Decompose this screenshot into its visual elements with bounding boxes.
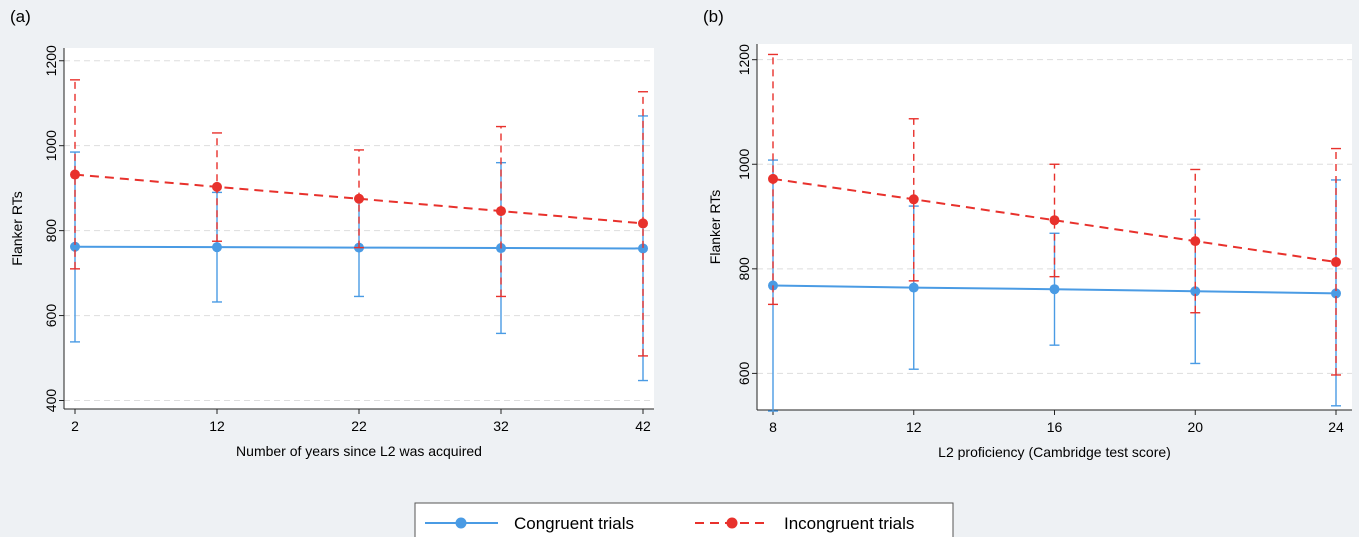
y-axis-title: Flanker RTs <box>9 191 25 265</box>
legend-label-congruent: Congruent trials <box>514 514 634 533</box>
y-tick-label: 1200 <box>736 44 752 75</box>
data-point <box>354 193 364 204</box>
data-point <box>212 181 222 192</box>
x-tick-label: 16 <box>1047 419 1063 435</box>
y-tick-label: 600 <box>43 304 59 328</box>
y-tick-label: 600 <box>736 362 752 386</box>
legend-item-congruent: Congruent trials <box>425 514 634 533</box>
x-axis-title: L2 proficiency (Cambridge test score) <box>938 444 1171 460</box>
x-tick-label: 8 <box>769 419 777 435</box>
legend-marker-incongruent <box>726 517 738 529</box>
panel-label: (a) <box>10 7 31 26</box>
legend-box <box>414 502 954 537</box>
series-incongruent <box>768 53 1341 376</box>
data-point <box>70 241 80 252</box>
y-tick-label: 400 <box>43 389 59 413</box>
data-point <box>1190 286 1201 297</box>
data-point <box>1331 288 1341 299</box>
y-axis-title: Flanker RTs <box>707 190 723 264</box>
x-tick-label: 12 <box>906 419 922 435</box>
x-tick-label: 24 <box>1328 419 1344 435</box>
x-tick-label: 32 <box>493 418 509 434</box>
data-point <box>212 242 222 253</box>
y-tick-label: 1000 <box>736 148 752 179</box>
data-point <box>1049 284 1060 295</box>
x-tick-label: 22 <box>351 418 367 434</box>
x-tick-label: 20 <box>1187 419 1203 435</box>
x-tick-label: 12 <box>209 418 225 434</box>
series-incongruent <box>70 79 648 357</box>
x-tick-label: 2 <box>71 418 79 434</box>
legend: Congruent trials Incongruent trials <box>414 502 954 537</box>
legend-marker-congruent <box>455 517 467 529</box>
y-tick-label: 1200 <box>43 45 59 76</box>
data-point <box>638 243 648 254</box>
legend-label-incongruent: Incongruent trials <box>784 514 914 533</box>
data-point <box>496 206 506 217</box>
y-tick-label: 800 <box>736 257 752 281</box>
panel-label: (b) <box>703 7 724 26</box>
data-point <box>638 218 648 229</box>
data-point <box>70 169 80 180</box>
x-axis-title: Number of years since L2 was acquired <box>236 443 482 459</box>
data-point <box>1190 236 1201 247</box>
legend-item-incongruent: Incongruent trials <box>695 514 914 533</box>
y-tick-label: 800 <box>43 219 59 243</box>
y-tick-label: 1000 <box>43 130 59 161</box>
data-point <box>768 173 778 184</box>
data-point <box>1331 257 1341 268</box>
panels: 400 600 800 1000 1200 2 12 22 32 42 Number of year… <box>9 7 1352 460</box>
data-point <box>1049 215 1060 226</box>
x-tick-label: 42 <box>635 418 651 434</box>
data-point <box>908 282 919 293</box>
data-point <box>908 194 919 205</box>
panel-b: 600 800 1000 1200 8 12 16 20 24 L2 proficiency (C… <box>703 7 1352 460</box>
series-line <box>772 177 1337 264</box>
panel-a: 400 600 800 1000 1200 2 12 22 32 42 Number of year… <box>9 7 654 459</box>
